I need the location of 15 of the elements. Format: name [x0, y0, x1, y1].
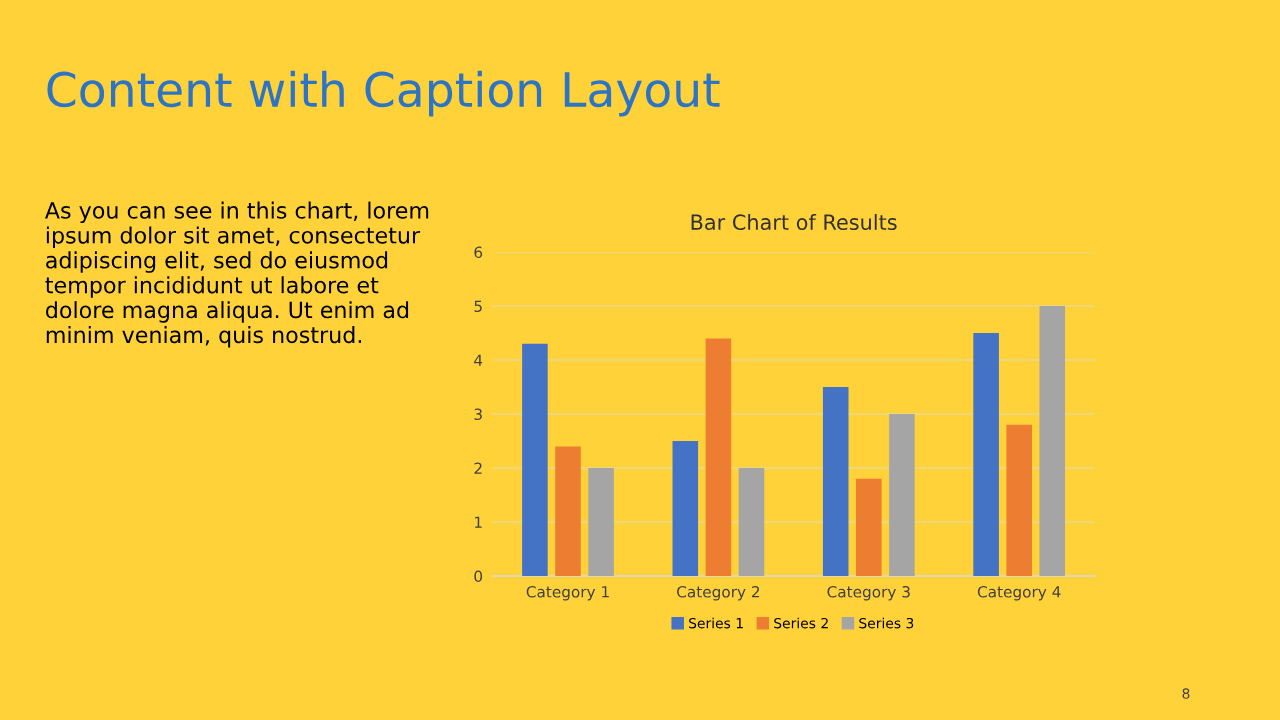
bar	[738, 468, 765, 576]
text: As you can see in this chart, lorem ipsum dolor sit amet, consectetur adipiscing elit, sed do eiusmod tempor incididunt ut labore et dolore magna aliqua. Ut enim ad minim veniam, quis nostrud.	[44, 201, 429, 348]
chart-title: Bar Chart of Results	[691, 213, 897, 231]
bar	[1006, 424, 1032, 576]
bar	[1039, 306, 1066, 576]
bar	[522, 343, 548, 576]
text: Content with Caption Layout	[47, 70, 720, 117]
bar	[889, 414, 915, 576]
bar	[822, 387, 849, 576]
bar	[973, 333, 999, 576]
bar	[705, 338, 732, 576]
bar	[555, 446, 581, 576]
bar	[856, 478, 882, 576]
bar	[672, 441, 699, 576]
bar	[588, 468, 614, 576]
